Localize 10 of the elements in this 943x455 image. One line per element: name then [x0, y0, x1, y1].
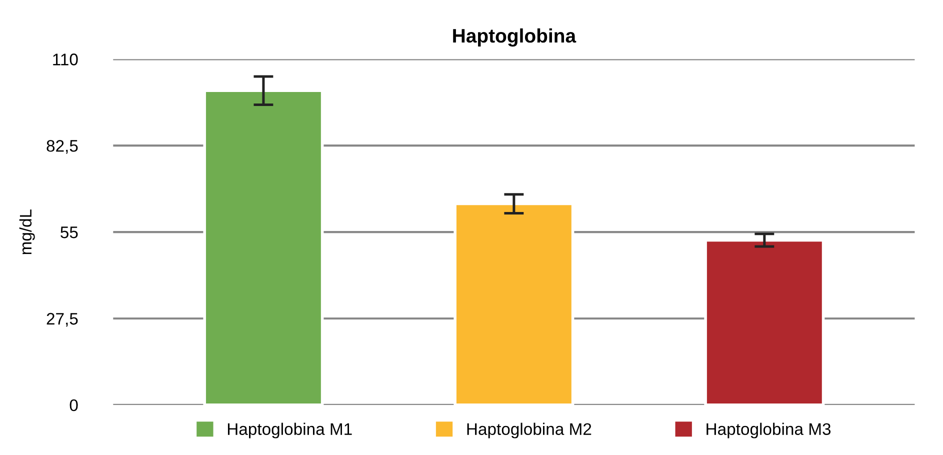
y-axis-title: mg/dL	[19, 209, 35, 254]
y-tick-label: 27,5	[46, 312, 78, 327]
y-tick-label: 0	[70, 399, 78, 412]
chart-title: Haptoglobina	[453, 28, 576, 47]
legend-label: Haptoglobina M1	[228, 422, 352, 438]
y-tick-label: 110	[53, 54, 78, 66]
y-tick-label: 55	[60, 226, 78, 238]
y-tick-label: 82,5	[46, 140, 78, 154]
legend-label: Haptoglobina M2	[467, 422, 592, 438]
legend-label: Haptoglobina M3	[706, 422, 831, 438]
